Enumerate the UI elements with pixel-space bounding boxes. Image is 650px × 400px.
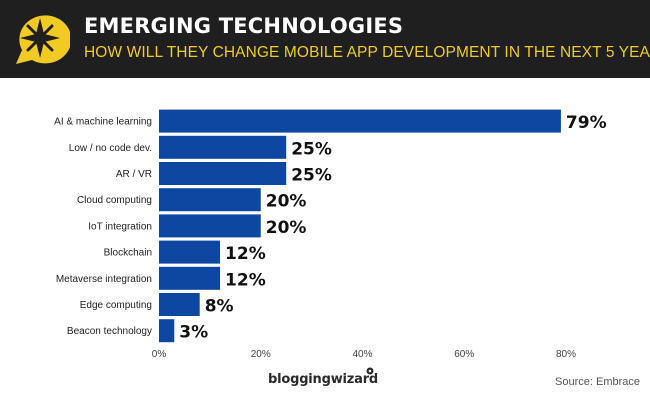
category-label: AR / VR xyxy=(116,169,152,180)
page-title: EMERGING TECHNOLOGIES xyxy=(84,14,404,38)
star-speech-bubble-icon xyxy=(16,15,70,64)
bar xyxy=(159,109,561,133)
value-label: 8% xyxy=(205,297,234,317)
category-label: IoT integration xyxy=(88,221,152,232)
value-label: 20% xyxy=(266,192,307,212)
bar xyxy=(159,162,287,185)
x-tick-label: 40% xyxy=(352,349,372,360)
value-label: 25% xyxy=(291,166,332,186)
value-label: 20% xyxy=(266,218,307,238)
bar xyxy=(159,214,261,238)
x-tick-label: 60% xyxy=(454,349,474,360)
category-label: Metaverse integration xyxy=(56,274,152,285)
value-label: 12% xyxy=(225,244,266,264)
category-label: Low / no code dev. xyxy=(69,143,152,154)
x-tick-label: 0% xyxy=(152,349,167,360)
category-label: AI & machine learning xyxy=(54,117,152,128)
page-subtitle: HOW WILL THEY CHANGE MOBILE APP DEVELOPM… xyxy=(84,44,650,61)
value-label: 3% xyxy=(179,323,208,343)
bar xyxy=(159,135,287,159)
brand-star-icon xyxy=(366,367,374,375)
bar xyxy=(159,293,200,316)
category-label: Blockchain xyxy=(104,248,152,259)
value-label: 12% xyxy=(225,270,266,290)
bar xyxy=(159,188,261,212)
bar xyxy=(159,240,221,264)
category-label: Edge computing xyxy=(80,300,152,311)
header-banner: EMERGING TECHNOLOGIES HOW WILL THEY CHAN… xyxy=(0,0,650,78)
x-tick-label: 20% xyxy=(251,349,271,360)
brand-logo: bloggingwizard xyxy=(268,372,379,387)
value-label: 79% xyxy=(566,113,607,133)
bar-chart: AI & machine learning Low / no code dev. A… xyxy=(54,109,607,360)
bar xyxy=(159,266,221,290)
category-label: Beacon technology xyxy=(67,326,152,337)
x-tick-label: 80% xyxy=(556,349,576,360)
source-note: Source: Embrace xyxy=(555,376,640,388)
category-label: Cloud computing xyxy=(77,195,152,206)
value-label: 25% xyxy=(291,139,332,159)
bar xyxy=(159,319,175,343)
